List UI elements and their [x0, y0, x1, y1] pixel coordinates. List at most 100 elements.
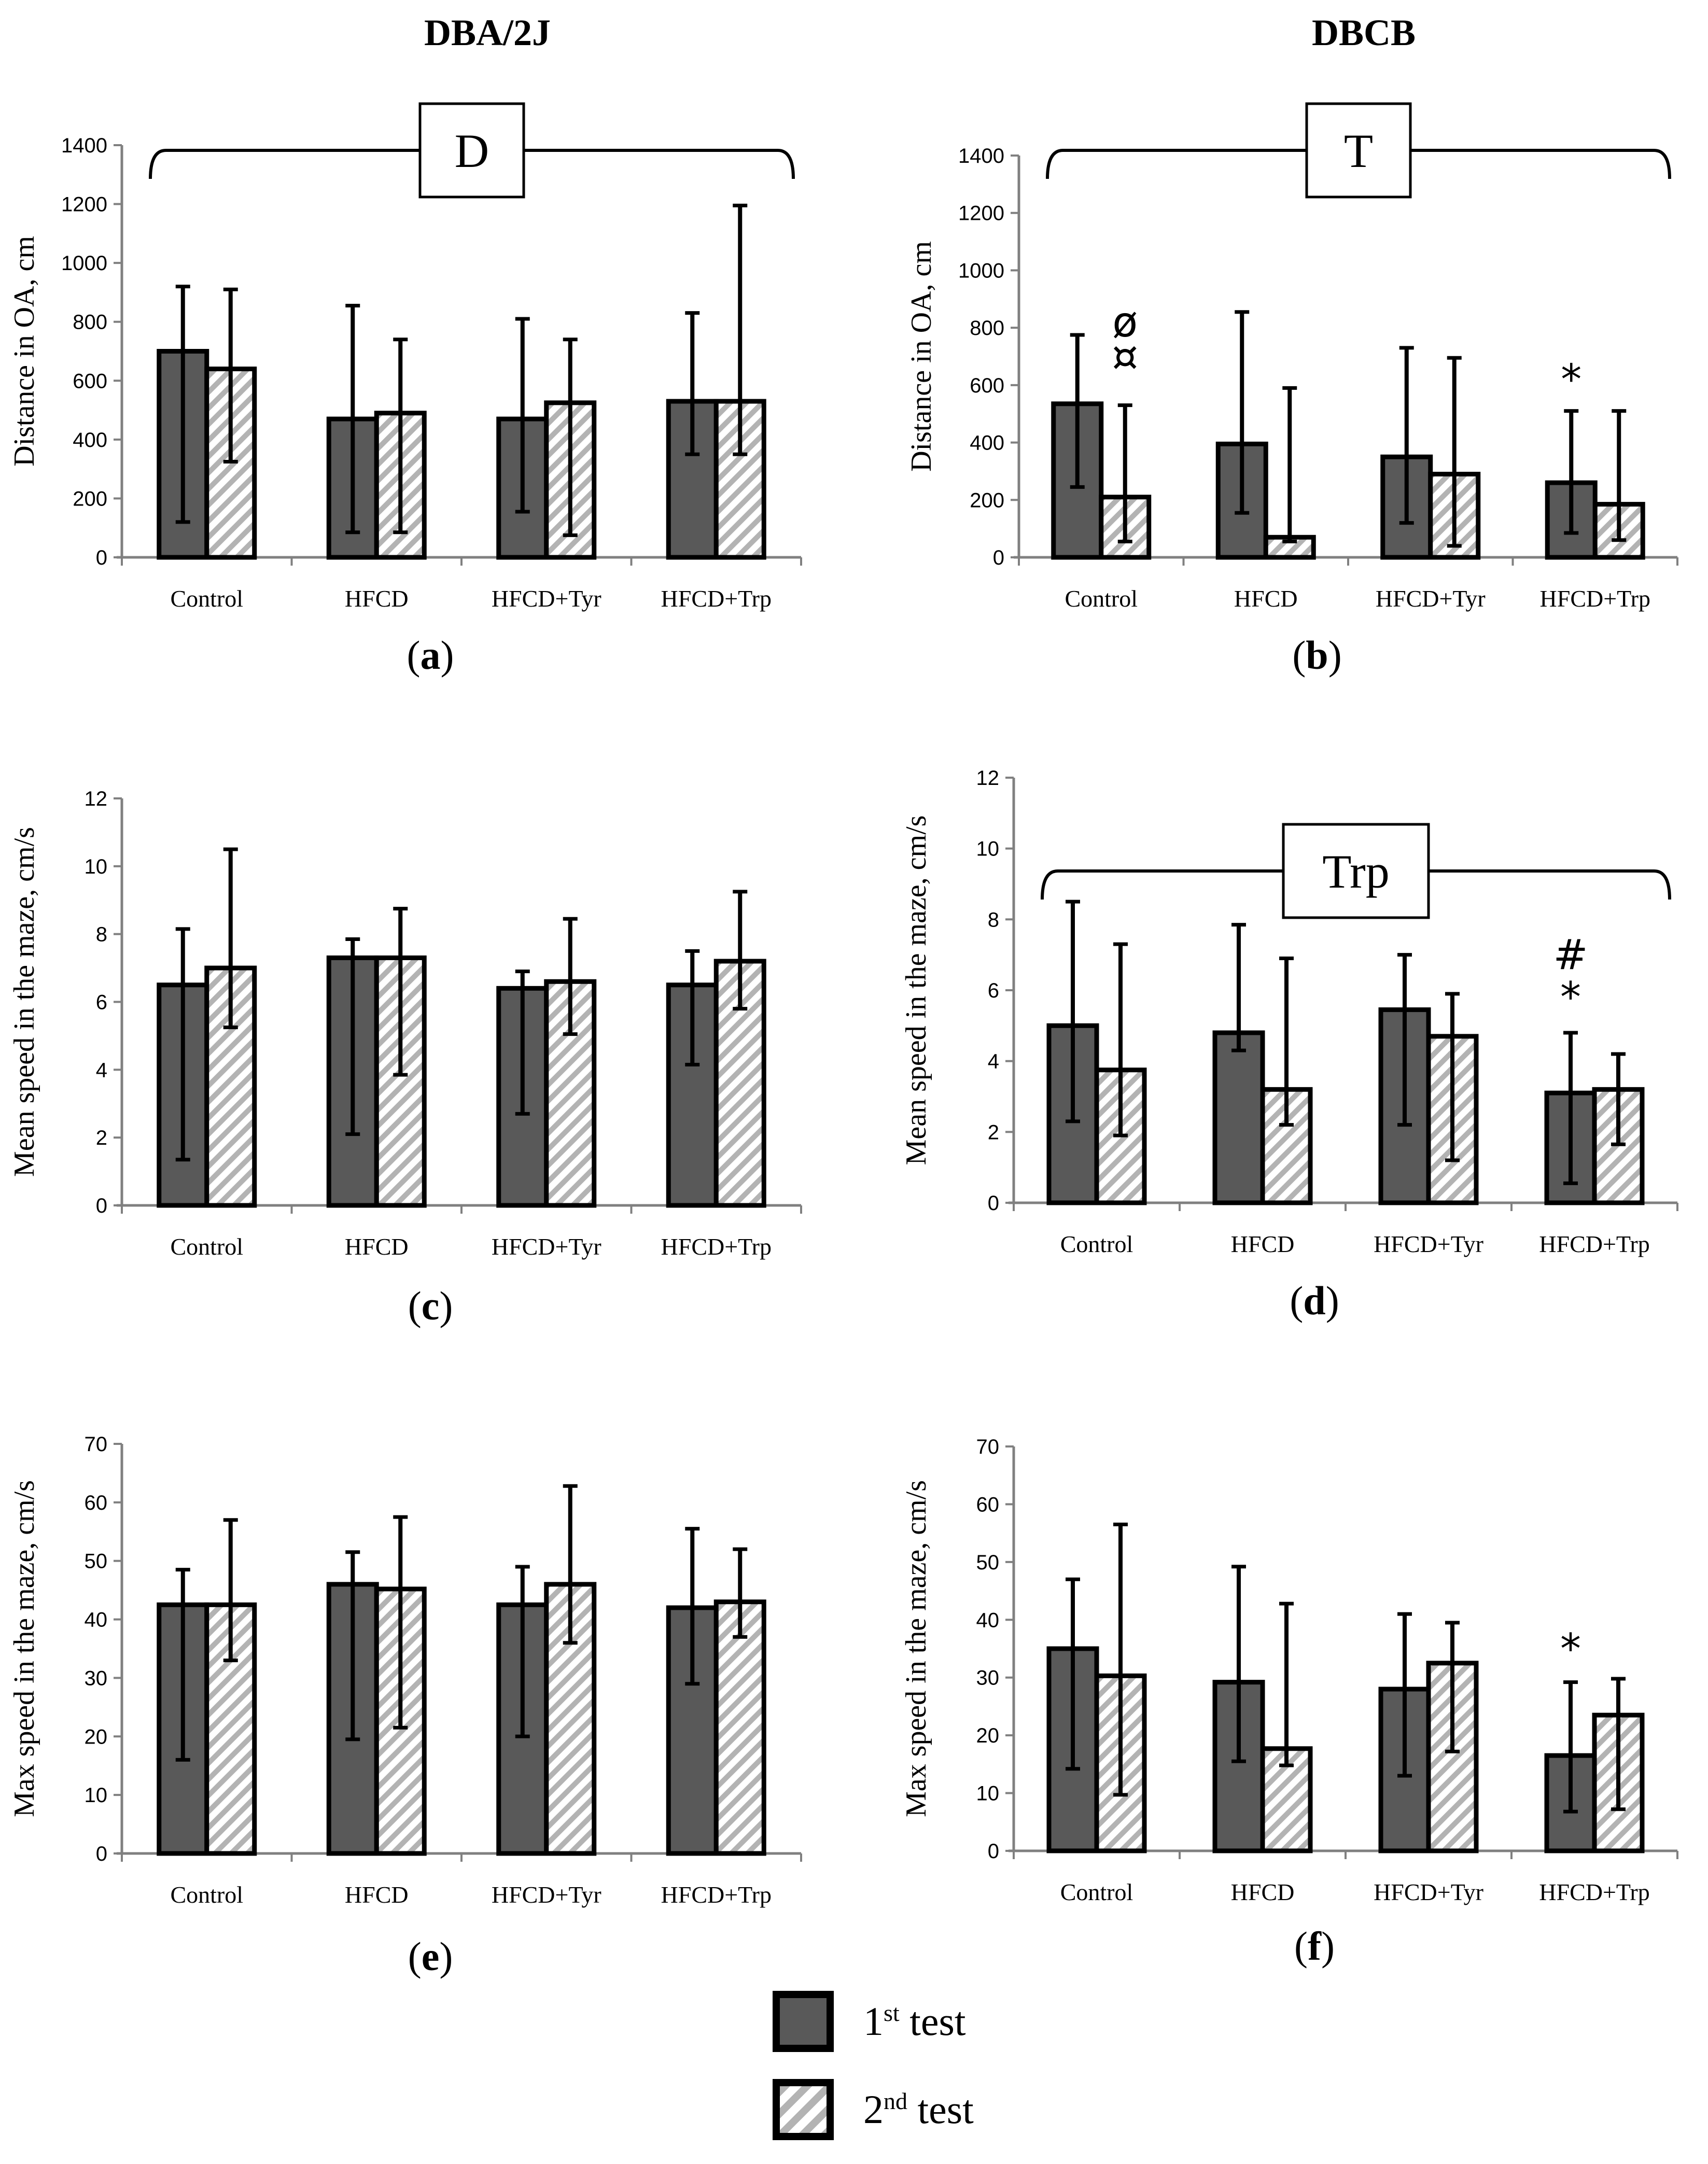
annotation-b-1: ¤ — [1112, 332, 1138, 381]
y-tick-label-f: 30 — [976, 1667, 1000, 1690]
y-tick-label-b: 1000 — [958, 259, 1004, 282]
y-tick-label-c: 4 — [96, 1059, 107, 1081]
y-tick-label-e: 70 — [85, 1433, 108, 1456]
y-tick-label-b: 1400 — [958, 145, 1004, 167]
y-tick-label-e: 60 — [85, 1492, 108, 1514]
y-tick-label-f: 70 — [976, 1436, 1000, 1458]
y-tick-label-f: 20 — [976, 1724, 1000, 1747]
y-tick-label-d: 10 — [976, 838, 1000, 861]
y-tick-label-a: 800 — [73, 311, 107, 334]
x-tick-label-f: HFCD+Tyr — [1374, 1879, 1483, 1905]
legend-item-second-test: 2nd test — [773, 2079, 1239, 2152]
x-tick-label-f: HFCD+Trp — [1539, 1879, 1649, 1905]
y-tick-label-b: 0 — [993, 546, 1004, 569]
y-tick-label-d: 0 — [988, 1192, 999, 1215]
y-tick-label-c: 6 — [96, 991, 107, 1014]
y-tick-label-a: 600 — [73, 370, 107, 392]
x-tick-label-e: HFCD+Tyr — [492, 1881, 601, 1908]
bracket-box-a — [418, 102, 525, 199]
bar-d-first-1 — [1212, 1030, 1265, 1205]
x-tick-label-a: HFCD+Tyr — [492, 585, 601, 612]
legend-swatch-second — [773, 2079, 834, 2140]
y-tick-label-a: 200 — [73, 487, 107, 510]
x-tick-label-b: HFCD+Trp — [1540, 585, 1650, 612]
column-title-dba: DBA/2J — [424, 12, 551, 53]
bracket-left-d — [1041, 869, 1283, 900]
y-axis-label-a: Distance in OA, cm — [8, 236, 40, 467]
y-tick-label-a: 1000 — [61, 252, 107, 275]
y-tick-label-d: 6 — [988, 979, 999, 1002]
x-tick-label-d: HFCD — [1231, 1231, 1295, 1257]
y-tick-label-e: 20 — [85, 1725, 108, 1748]
y-tick-label-e: 10 — [85, 1784, 108, 1807]
x-tick-label-b: HFCD — [1234, 585, 1298, 612]
y-tick-label-b: 800 — [970, 317, 1004, 340]
y-tick-label-c: 8 — [96, 923, 107, 946]
y-tick-label-f: 10 — [976, 1782, 1000, 1805]
x-tick-label-e: HFCD+Trp — [661, 1881, 772, 1908]
y-tick-label-a: 400 — [73, 429, 107, 452]
annotation-b-2: * — [1561, 355, 1581, 403]
y-axis-label-e: Max speed in the maze, cm/s — [8, 1480, 40, 1817]
panel-label-d: (d) — [1290, 1278, 1339, 1323]
y-tick-label-d: 12 — [976, 767, 1000, 790]
panel-label-b: (b) — [1292, 633, 1341, 678]
x-tick-label-a: HFCD — [345, 585, 409, 612]
bracket-right-b — [1410, 149, 1671, 179]
bracket-label-d: Trp — [1322, 845, 1390, 898]
x-tick-label-a: HFCD+Trp — [661, 585, 772, 612]
y-tick-label-f: 0 — [988, 1840, 999, 1863]
y-tick-label-f: 60 — [976, 1493, 1000, 1516]
x-tick-label-b: HFCD+Tyr — [1376, 585, 1486, 612]
y-tick-label-a: 1400 — [61, 134, 107, 157]
bracket-right-a — [524, 149, 795, 179]
x-tick-label-c: HFCD+Tyr — [492, 1233, 601, 1260]
y-tick-label-a: 0 — [96, 546, 107, 569]
y-tick-label-b: 400 — [970, 432, 1004, 455]
legend-item-first-test: 1st test — [773, 1991, 1239, 2063]
y-tick-label-c: 2 — [96, 1127, 107, 1149]
x-tick-label-c: HFCD+Trp — [661, 1233, 772, 1260]
y-axis-label-d: Mean speed in the maze, cm/s — [900, 816, 932, 1165]
annotation-b-0: ø — [1112, 298, 1138, 346]
panel-label-e: (e) — [408, 1934, 453, 1979]
y-tick-label-c: 0 — [96, 1195, 107, 1217]
x-tick-label-c: HFCD — [345, 1233, 409, 1260]
bracket-left-b — [1046, 149, 1307, 179]
y-tick-label-f: 40 — [976, 1609, 1000, 1632]
y-axis-label-c: Mean speed in the maze, cm/s — [8, 827, 40, 1177]
annotation-d-0: # — [1553, 931, 1588, 979]
bar-d-second-1 — [1260, 1087, 1313, 1205]
bracket-box-d — [1282, 823, 1430, 919]
y-tick-label-e: 50 — [85, 1550, 108, 1573]
x-tick-label-e: Control — [170, 1881, 243, 1908]
bracket-label-a: D — [455, 124, 489, 177]
y-tick-label-c: 10 — [85, 855, 108, 878]
y-tick-label-e: 40 — [85, 1609, 108, 1632]
annotation-d-1: * — [1560, 973, 1581, 1021]
bar-c-first-3 — [666, 982, 719, 1208]
panel-label-f: (f) — [1294, 1923, 1335, 1969]
panel-label-a: (a) — [407, 633, 454, 678]
y-tick-label-d: 4 — [988, 1050, 999, 1073]
x-tick-label-f: Control — [1060, 1879, 1133, 1905]
panel-label-c: (c) — [408, 1283, 453, 1328]
legend-label-first: 1st test — [863, 1999, 966, 2044]
x-tick-label-f: HFCD — [1231, 1879, 1295, 1905]
bracket-left-a — [149, 149, 420, 179]
legend-swatch-first — [773, 1991, 834, 2052]
x-tick-label-d: HFCD+Tyr — [1374, 1231, 1483, 1257]
x-tick-label-b: Control — [1065, 585, 1138, 612]
y-tick-label-e: 30 — [85, 1667, 108, 1690]
y-axis-label-b: Distance in OA, cm — [905, 241, 937, 472]
x-tick-label-e: HFCD — [345, 1881, 409, 1908]
y-axis-label-f: Max speed in the maze, cm/s — [900, 1480, 932, 1817]
y-tick-label-a: 1200 — [61, 193, 107, 216]
bracket-box-b — [1305, 102, 1412, 199]
column-title-dbcb: DBCB — [1311, 12, 1416, 53]
x-tick-label-c: Control — [170, 1233, 243, 1260]
bracket-right-d — [1429, 869, 1671, 900]
y-tick-label-e: 0 — [96, 1843, 107, 1865]
y-tick-label-b: 600 — [970, 374, 1004, 397]
